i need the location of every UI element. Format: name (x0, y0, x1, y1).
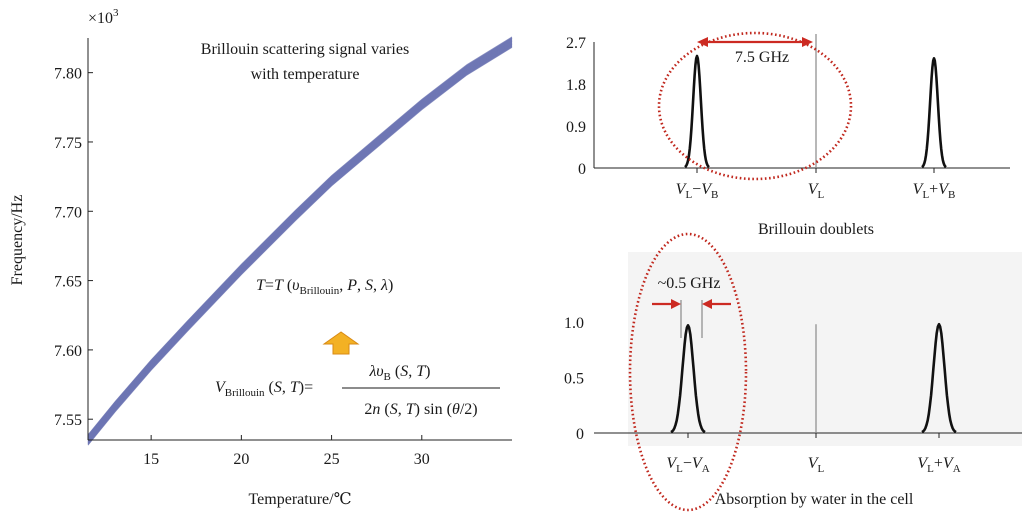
y-tick-label: 2.7 (566, 35, 586, 52)
y-tick-label: 7.80 (54, 66, 82, 83)
x-tick-label: VL+VA (917, 455, 960, 475)
y-tick-label: 0 (576, 426, 584, 443)
chart-title-line1: Brillouin scattering signal varies (201, 41, 409, 58)
doublet-peak (684, 54, 710, 169)
y-tick-label: 7.55 (54, 412, 82, 429)
highlight-ellipse-bottom (628, 232, 748, 512)
y-tick-label: 0 (578, 161, 586, 178)
x-tick-label: VL (808, 455, 825, 475)
y-multiplier: ×103 (88, 7, 119, 27)
absorption-peak (921, 322, 957, 434)
absorption-chart: 0 0.5 1.0 VL−VA VL VL+VA ~0.5 GHz Absorption… (564, 232, 1022, 512)
up-arrow-icon (322, 331, 360, 355)
temperature-series-line (87, 38, 513, 438)
temperature-chart: ×103 7.55 7.60 7.65 7.70 7.75 7.80 15 20 25 30 F… (9, 7, 513, 508)
x-tick-label: 20 (233, 451, 249, 468)
frequency-gap-marker (652, 299, 731, 338)
top-y-ticks: 0 0.9 1.8 2.7 (566, 35, 586, 178)
svg-text:λυB (S, T): λυB (S, T) (369, 363, 431, 383)
temperature-curve-band (87, 36, 513, 446)
bottom-panel-background (628, 252, 1022, 446)
bottom-peaks (670, 322, 957, 438)
gap-label-top: 7.5 GHz (735, 49, 789, 66)
doublet-peak (921, 57, 947, 169)
y-tick-label: 7.60 (54, 343, 82, 360)
left-x-ticks: 15 20 25 30 (143, 435, 430, 468)
bottom-x-tick-labels: VL−VA VL VL+VA (666, 455, 960, 475)
y-tick-label: 7.75 (54, 135, 82, 152)
y-tick-label: 1.8 (566, 77, 586, 94)
top-x-tick-labels: VL−VB VL VL+VB (676, 181, 956, 201)
formula-V: VBrillouin (S, T)= λυB (S, T) 2n (S, T) … (215, 363, 500, 418)
formula-T: T=T (υBrillouin, P, S, λ) (256, 277, 393, 297)
x-tick-label: VL−VA (666, 455, 709, 475)
svg-text:2n (S, T) sin (θ/2): 2n (S, T) sin (θ/2) (364, 401, 477, 418)
chart-title-bottom: Absorption by water in the cell (715, 491, 914, 508)
x-tick-label: 30 (414, 451, 430, 468)
x-axis-label: Temperature/℃ (249, 491, 352, 508)
chart-title-line2: with temperature (251, 66, 360, 83)
left-y-ticks: 7.55 7.60 7.65 7.70 7.75 7.80 (54, 66, 93, 429)
y-tick-label: 0.9 (566, 119, 586, 136)
bottom-y-ticks: 0 0.5 1.0 (564, 315, 584, 443)
y-tick-label: 1.0 (564, 315, 584, 332)
y-axis-label: Frequency/Hz (9, 195, 26, 286)
highlight-ellipse-top (657, 31, 853, 181)
y-tick-label: 7.65 (54, 274, 82, 291)
x-tick-label: 15 (143, 451, 159, 468)
y-tick-label: 7.70 (54, 204, 82, 221)
x-tick-label: VL+VB (913, 181, 956, 201)
absorption-peak (670, 324, 706, 434)
gap-label-bottom: ~0.5 GHz (658, 275, 721, 292)
chart-title-top: Brillouin doublets (758, 221, 874, 238)
svg-text:VBrillouin (S, T)=: VBrillouin (S, T)= (215, 379, 313, 399)
temperature-series-line (87, 47, 513, 446)
top-peaks (684, 34, 947, 173)
y-tick-label: 0.5 (564, 371, 584, 388)
temperature-series-line (87, 46, 513, 445)
brillouin-doublets-chart: 0 0.9 1.8 2.7 VL−VB VL VL+VB 7.5 GHz Brilloui… (566, 31, 1010, 238)
temperature-series-line (87, 36, 513, 436)
temperature-series-line (87, 37, 513, 437)
x-tick-label: VL (808, 181, 825, 201)
x-tick-label: 25 (324, 451, 340, 468)
frequency-gap-arrow (697, 37, 813, 47)
temperature-series-line (87, 37, 513, 436)
x-tick-label: VL−VB (676, 181, 719, 201)
